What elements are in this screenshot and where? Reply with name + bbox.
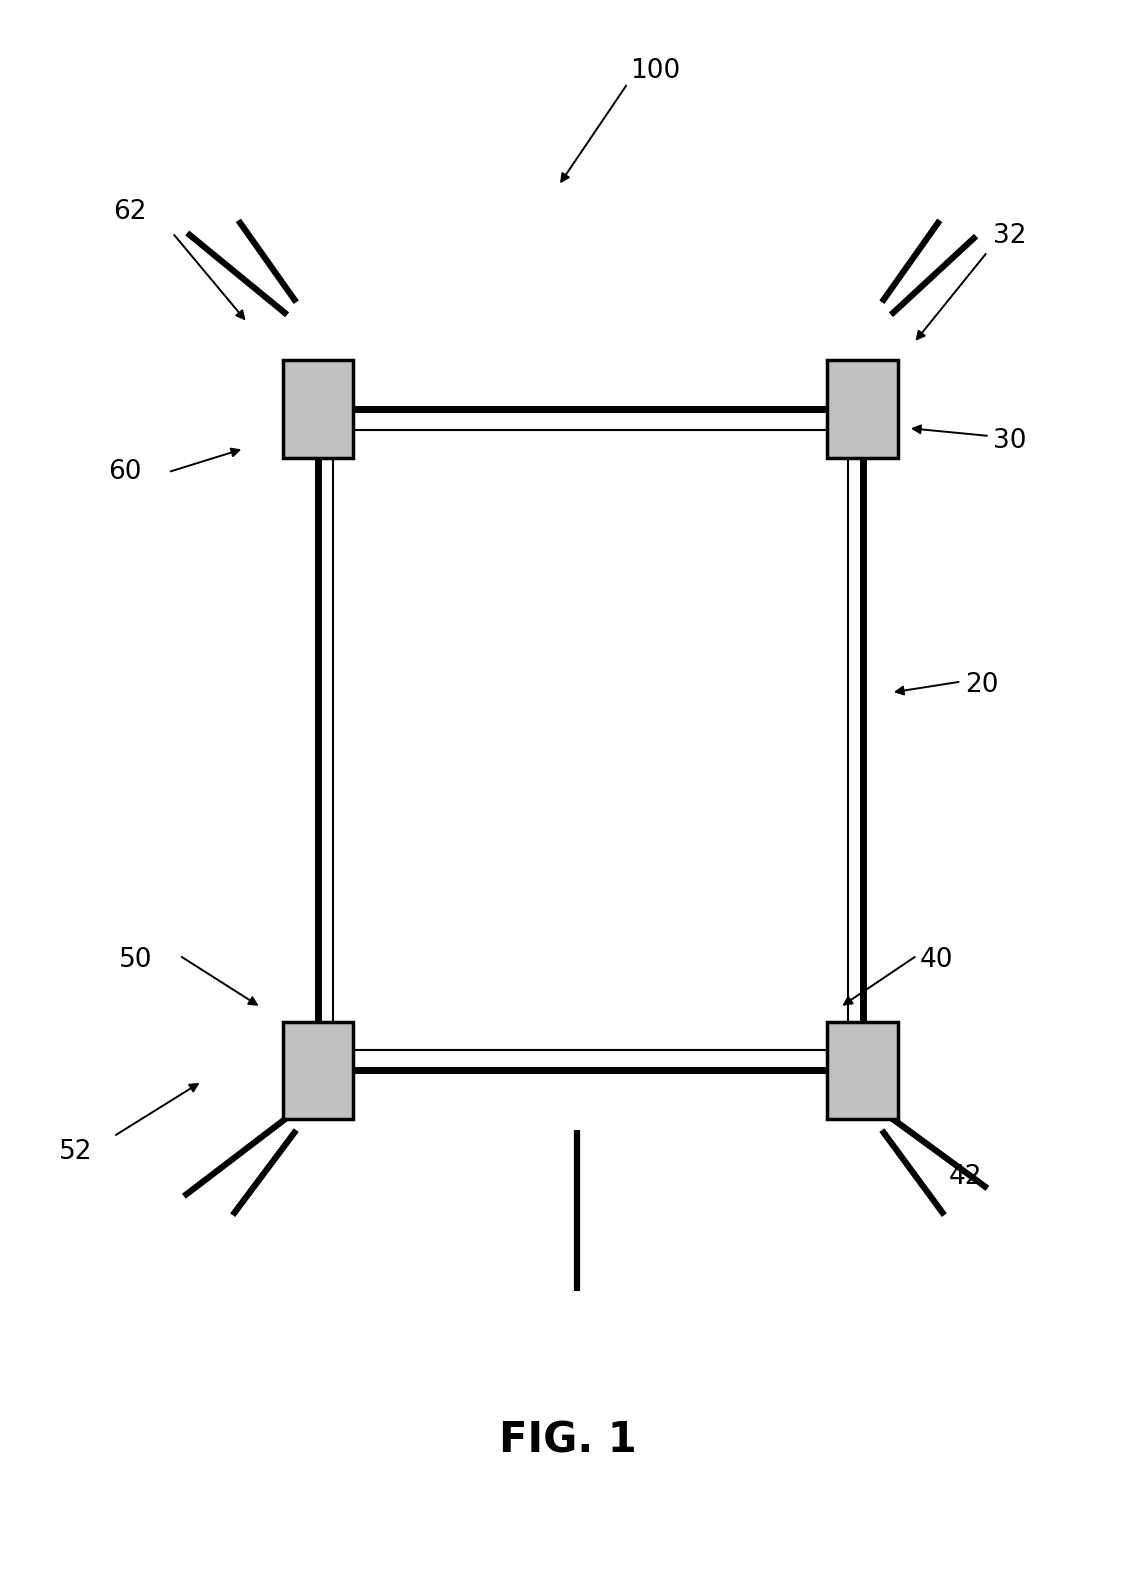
Text: 40: 40 xyxy=(919,948,953,973)
Bar xyxy=(283,1022,353,1119)
Bar xyxy=(283,360,353,458)
Text: 30: 30 xyxy=(993,428,1027,453)
Text: 50: 50 xyxy=(119,948,153,973)
Text: 20: 20 xyxy=(965,672,999,697)
Bar xyxy=(827,1022,898,1119)
Text: 42: 42 xyxy=(949,1165,983,1190)
Text: 100: 100 xyxy=(630,58,680,83)
Text: 62: 62 xyxy=(114,200,148,225)
Bar xyxy=(318,409,863,1070)
Text: 32: 32 xyxy=(993,224,1027,249)
Bar xyxy=(333,430,848,1050)
Bar xyxy=(827,360,898,458)
Text: FIG. 1: FIG. 1 xyxy=(498,1420,637,1461)
Text: 52: 52 xyxy=(59,1140,93,1165)
Text: 60: 60 xyxy=(108,460,142,485)
